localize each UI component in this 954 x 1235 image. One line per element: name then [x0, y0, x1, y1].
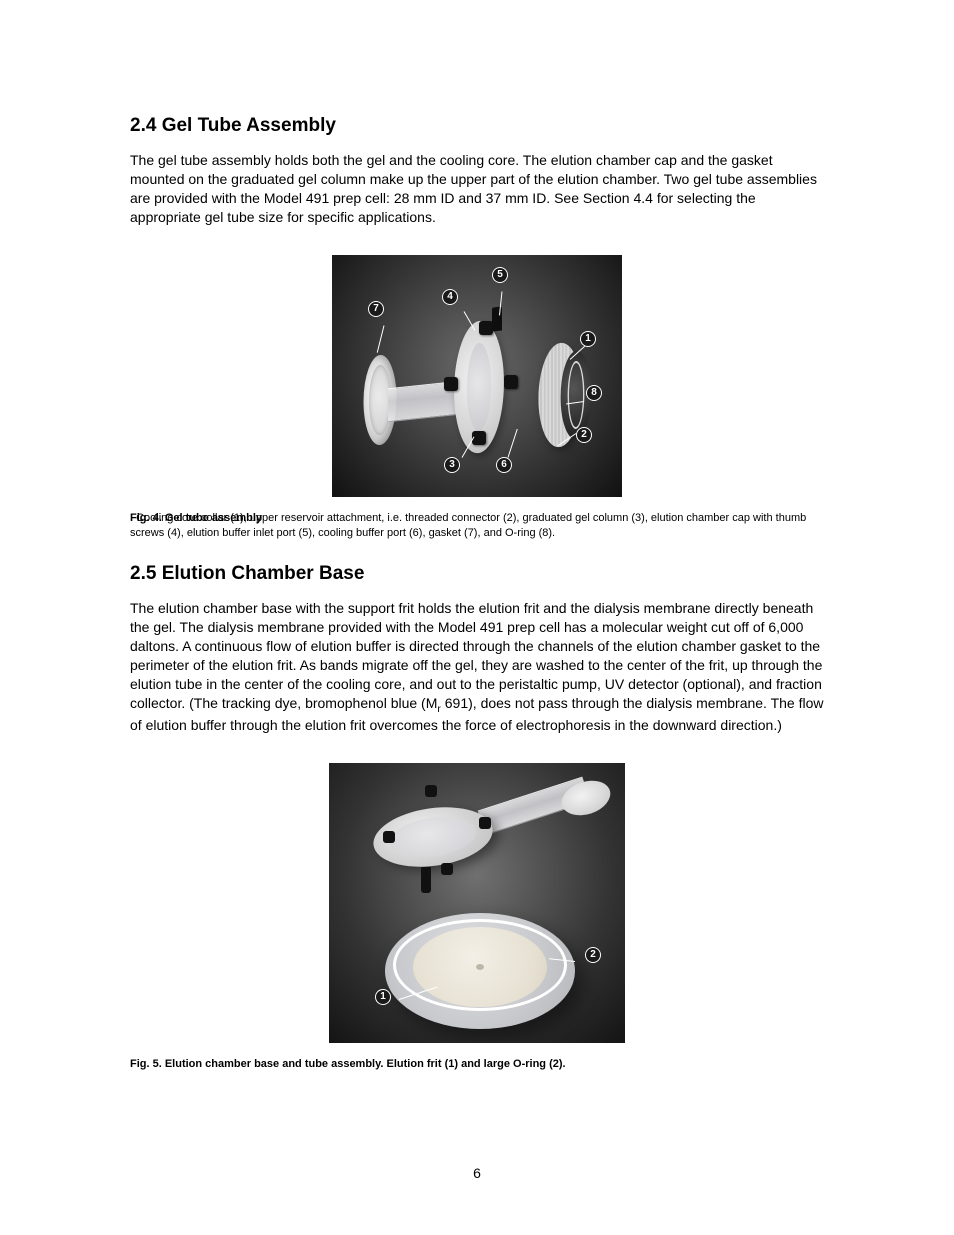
figure-4-caption-lead: Fig. 4. Gel tube assembly — [130, 511, 262, 512]
figure-4-callout-4: 4 — [442, 289, 458, 305]
figure-5-caption-lead: Fig. 5. Elution chamber base and tube as… — [130, 1057, 566, 1058]
section-25-paragraph: The elution chamber base with the suppor… — [130, 599, 824, 734]
section-24-heading: 2.4 Gel Tube Assembly — [130, 115, 824, 137]
figure-4-callout-3: 3 — [444, 457, 460, 473]
figure-4-photo: 1 2 3 4 5 6 7 8 — [332, 255, 622, 497]
figure-4-callout-5: 5 — [492, 267, 508, 283]
figure-5-callout-1: 1 — [375, 989, 391, 1005]
figure-5-container: 12 — [130, 763, 824, 1043]
figure-5-photo: 12 — [329, 763, 625, 1043]
figure-4-callout-7: 7 — [368, 301, 384, 317]
figure-4-container: 1 2 3 4 5 6 7 8 — [130, 255, 824, 497]
figure-4-leader — [377, 325, 385, 352]
section-25-heading: 2.5 Elution Chamber Base — [130, 563, 824, 585]
figure-4-callout-1: 1 — [580, 331, 596, 347]
figure-4-leader — [508, 428, 518, 457]
figure-4-callout-8: 8 — [586, 385, 602, 401]
figure-4-caption: Fig. 4. Gel tube assembly. Cooling core … — [130, 511, 824, 542]
figure-4-callout-6: 6 — [496, 457, 512, 473]
figure-5-callout-2: 2 — [585, 947, 601, 963]
page-number: 6 — [0, 1165, 954, 1181]
section-24-paragraph: The gel tube assembly holds both the gel… — [130, 151, 824, 227]
figure-4-callout-2: 2 — [576, 427, 592, 443]
